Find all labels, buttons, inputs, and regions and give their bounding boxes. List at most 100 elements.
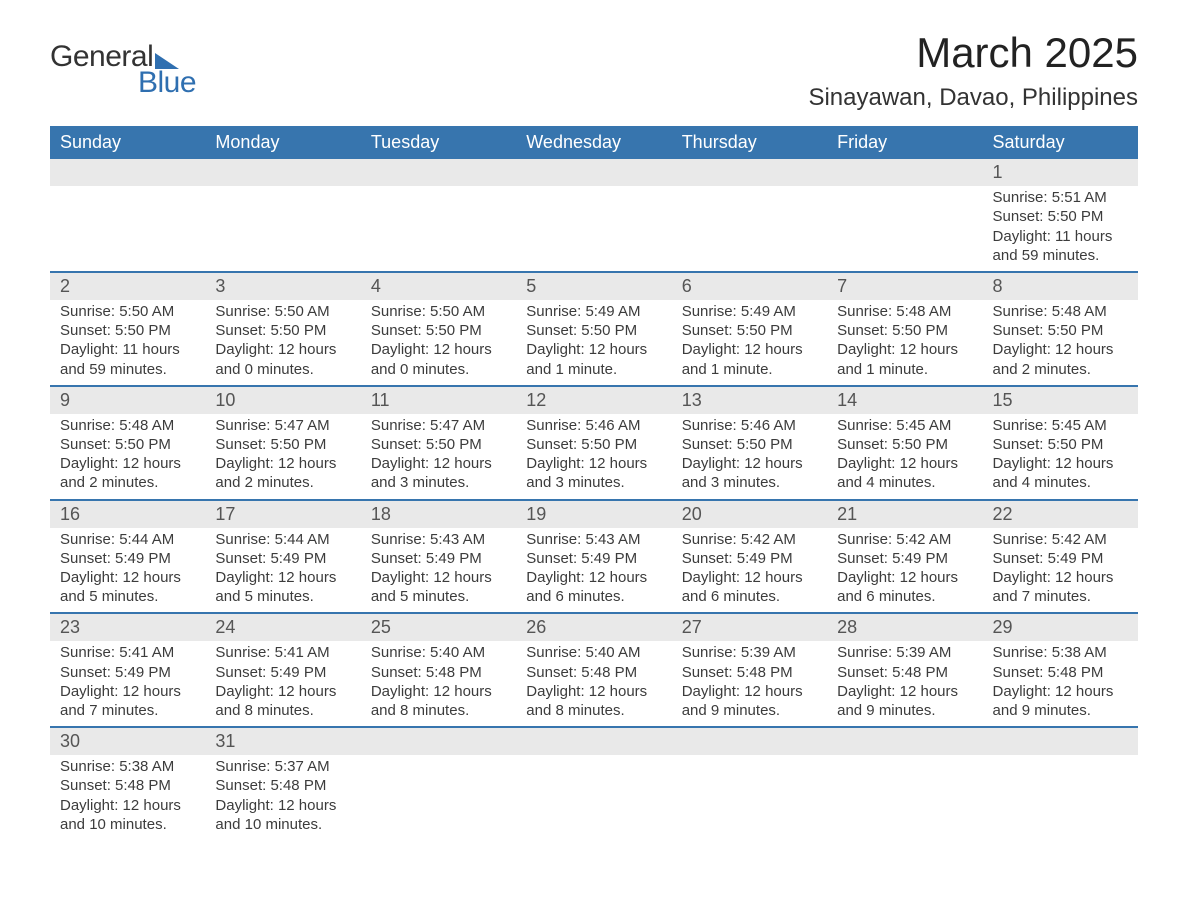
daylight-line: Daylight: 12 hours and 2 minutes. [60, 454, 195, 492]
sunrise-line: Sunrise: 5:50 AM [60, 302, 195, 321]
day-body-cell: Sunrise: 5:41 AMSunset: 5:49 PMDaylight:… [50, 641, 205, 727]
sunset-line: Sunset: 5:48 PM [993, 663, 1128, 682]
day-number-cell [361, 727, 516, 755]
sunrise-line: Sunrise: 5:45 AM [837, 416, 972, 435]
sunrise-line: Sunrise: 5:47 AM [215, 416, 350, 435]
sunrise-line: Sunrise: 5:37 AM [215, 757, 350, 776]
sunrise-line: Sunrise: 5:38 AM [60, 757, 195, 776]
sunrise-line: Sunrise: 5:49 AM [682, 302, 817, 321]
sunrise-line: Sunrise: 5:45 AM [993, 416, 1128, 435]
day-number-cell: 23 [50, 613, 205, 641]
day-body-cell: Sunrise: 5:44 AMSunset: 5:49 PMDaylight:… [50, 528, 205, 614]
day-body-cell: Sunrise: 5:48 AMSunset: 5:50 PMDaylight:… [983, 300, 1138, 386]
day-body-cell: Sunrise: 5:41 AMSunset: 5:49 PMDaylight:… [205, 641, 360, 727]
daylight-line: Daylight: 12 hours and 2 minutes. [215, 454, 350, 492]
day-header-thursday: Thursday [672, 126, 827, 159]
day-number-cell: 6 [672, 272, 827, 300]
daylight-line: Daylight: 12 hours and 7 minutes. [993, 568, 1128, 606]
day-body-cell: Sunrise: 5:43 AMSunset: 5:49 PMDaylight:… [361, 528, 516, 614]
sunset-line: Sunset: 5:48 PM [837, 663, 972, 682]
day-number-cell [361, 159, 516, 186]
page-header: General Blue March 2025 Sinayawan, Davao… [50, 30, 1138, 112]
daylight-line: Daylight: 12 hours and 10 minutes. [215, 796, 350, 834]
daylight-line: Daylight: 12 hours and 5 minutes. [60, 568, 195, 606]
sunrise-line: Sunrise: 5:43 AM [371, 530, 506, 549]
sunrise-line: Sunrise: 5:46 AM [526, 416, 661, 435]
day-number-cell: 11 [361, 386, 516, 414]
sunset-line: Sunset: 5:50 PM [60, 321, 195, 340]
day-body-cell [983, 755, 1138, 840]
day-body-cell: Sunrise: 5:42 AMSunset: 5:49 PMDaylight:… [983, 528, 1138, 614]
daylight-line: Daylight: 12 hours and 8 minutes. [371, 682, 506, 720]
calendar-thead: SundayMondayTuesdayWednesdayThursdayFrid… [50, 126, 1138, 159]
sunset-line: Sunset: 5:50 PM [371, 321, 506, 340]
day-body-cell: Sunrise: 5:50 AMSunset: 5:50 PMDaylight:… [361, 300, 516, 386]
day-number-cell [672, 727, 827, 755]
day-body-cell [672, 755, 827, 840]
day-body-cell [50, 186, 205, 272]
day-number-cell: 31 [205, 727, 360, 755]
day-number-cell: 10 [205, 386, 360, 414]
daylight-line: Daylight: 12 hours and 6 minutes. [682, 568, 817, 606]
sunset-line: Sunset: 5:50 PM [371, 435, 506, 454]
daylight-line: Daylight: 12 hours and 0 minutes. [371, 340, 506, 378]
day-number-cell: 25 [361, 613, 516, 641]
daylight-line: Daylight: 12 hours and 3 minutes. [682, 454, 817, 492]
day-header-tuesday: Tuesday [361, 126, 516, 159]
sunset-line: Sunset: 5:50 PM [837, 435, 972, 454]
sunrise-line: Sunrise: 5:41 AM [215, 643, 350, 662]
day-body-cell: Sunrise: 5:48 AMSunset: 5:50 PMDaylight:… [827, 300, 982, 386]
day-number-cell: 12 [516, 386, 671, 414]
daylight-line: Daylight: 12 hours and 6 minutes. [837, 568, 972, 606]
title-block: March 2025 Sinayawan, Davao, Philippines [808, 30, 1138, 112]
sunrise-line: Sunrise: 5:42 AM [837, 530, 972, 549]
month-title: March 2025 [808, 30, 1138, 76]
sunset-line: Sunset: 5:50 PM [526, 321, 661, 340]
daylight-line: Daylight: 12 hours and 9 minutes. [993, 682, 1128, 720]
sunset-line: Sunset: 5:49 PM [837, 549, 972, 568]
day-number-cell: 26 [516, 613, 671, 641]
sunset-line: Sunset: 5:50 PM [993, 435, 1128, 454]
day-body-cell [672, 186, 827, 272]
sunset-line: Sunset: 5:49 PM [215, 663, 350, 682]
day-body-cell: Sunrise: 5:45 AMSunset: 5:50 PMDaylight:… [983, 414, 1138, 500]
daylight-line: Daylight: 12 hours and 1 minute. [526, 340, 661, 378]
day-body-cell: Sunrise: 5:39 AMSunset: 5:48 PMDaylight:… [672, 641, 827, 727]
daylight-line: Daylight: 12 hours and 9 minutes. [837, 682, 972, 720]
day-number-cell: 30 [50, 727, 205, 755]
day-body-cell: Sunrise: 5:48 AMSunset: 5:50 PMDaylight:… [50, 414, 205, 500]
sunrise-line: Sunrise: 5:48 AM [60, 416, 195, 435]
sunset-line: Sunset: 5:48 PM [371, 663, 506, 682]
daylight-line: Daylight: 12 hours and 0 minutes. [215, 340, 350, 378]
day-body-cell: Sunrise: 5:50 AMSunset: 5:50 PMDaylight:… [50, 300, 205, 386]
day-body-cell: Sunrise: 5:43 AMSunset: 5:49 PMDaylight:… [516, 528, 671, 614]
day-number-cell: 22 [983, 500, 1138, 528]
day-header-monday: Monday [205, 126, 360, 159]
day-number-cell: 21 [827, 500, 982, 528]
day-body-cell: Sunrise: 5:46 AMSunset: 5:50 PMDaylight:… [672, 414, 827, 500]
sunrise-line: Sunrise: 5:42 AM [993, 530, 1128, 549]
day-header-sunday: Sunday [50, 126, 205, 159]
day-number-cell: 1 [983, 159, 1138, 186]
day-header-saturday: Saturday [983, 126, 1138, 159]
day-body-cell: Sunrise: 5:50 AMSunset: 5:50 PMDaylight:… [205, 300, 360, 386]
day-body-cell: Sunrise: 5:47 AMSunset: 5:50 PMDaylight:… [205, 414, 360, 500]
sunset-line: Sunset: 5:49 PM [60, 549, 195, 568]
sunset-line: Sunset: 5:50 PM [682, 321, 817, 340]
day-body-cell: Sunrise: 5:38 AMSunset: 5:48 PMDaylight:… [50, 755, 205, 840]
day-body-cell: Sunrise: 5:40 AMSunset: 5:48 PMDaylight:… [361, 641, 516, 727]
sunset-line: Sunset: 5:48 PM [215, 776, 350, 795]
sunrise-line: Sunrise: 5:43 AM [526, 530, 661, 549]
day-body-cell [516, 755, 671, 840]
sunrise-line: Sunrise: 5:51 AM [993, 188, 1128, 207]
sunrise-line: Sunrise: 5:38 AM [993, 643, 1128, 662]
day-number-cell: 28 [827, 613, 982, 641]
daylight-line: Daylight: 12 hours and 9 minutes. [682, 682, 817, 720]
day-number-cell: 5 [516, 272, 671, 300]
day-header-friday: Friday [827, 126, 982, 159]
day-number-cell [205, 159, 360, 186]
daylight-line: Daylight: 12 hours and 1 minute. [682, 340, 817, 378]
sunset-line: Sunset: 5:50 PM [215, 435, 350, 454]
daylight-line: Daylight: 12 hours and 5 minutes. [215, 568, 350, 606]
sunset-line: Sunset: 5:49 PM [682, 549, 817, 568]
